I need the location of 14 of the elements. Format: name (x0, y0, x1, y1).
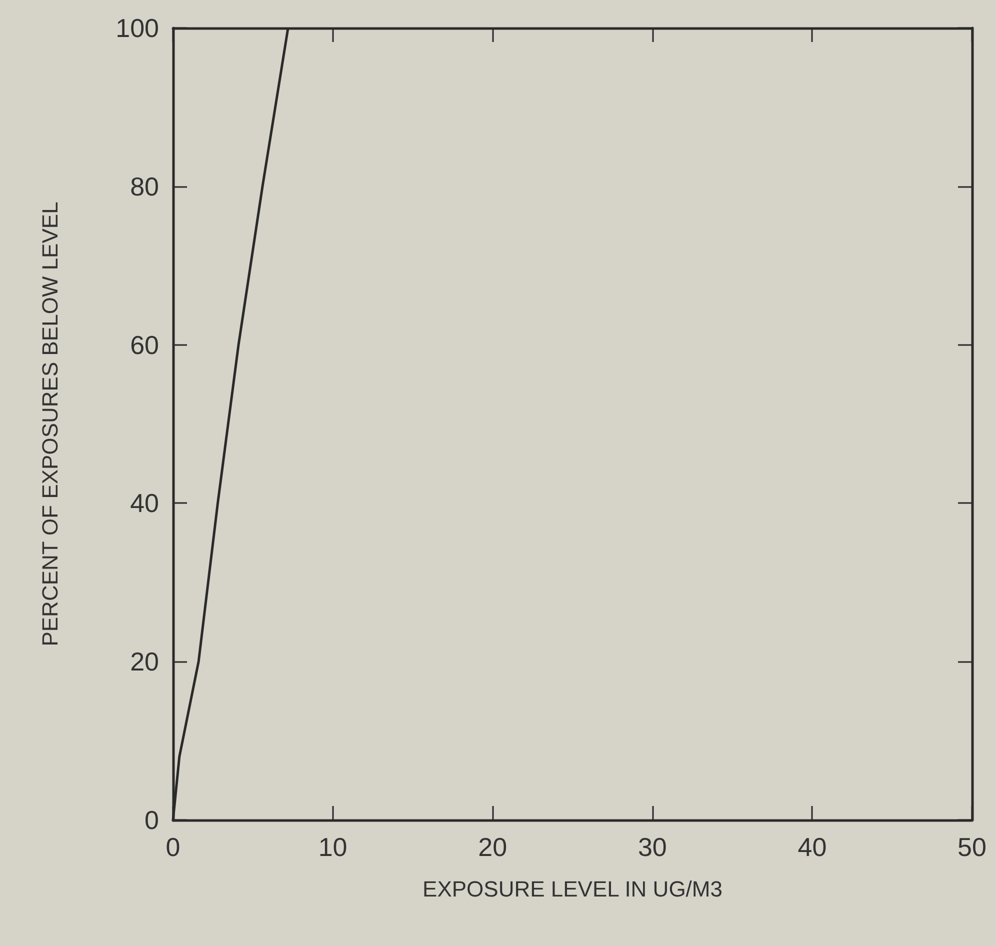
y-tick-label: 20 (130, 646, 159, 677)
y-tick-label: 0 (144, 805, 159, 835)
x-tick-label: 0 (166, 832, 180, 862)
y-tick-label: 40 (130, 488, 159, 518)
y-tick-label: 100 (116, 13, 159, 43)
x-tick-label: 10 (318, 832, 348, 862)
x-tick-label: 50 (958, 832, 986, 862)
x-tick-label: 20 (478, 832, 508, 862)
x-axis-title: EXPOSURE LEVEL IN UG/M3 (422, 876, 722, 902)
x-tick-label: 40 (798, 832, 827, 862)
y-tick-label: 60 (130, 330, 159, 360)
y-axis-title: PERCENT OF EXPOSURES BELOW LEVEL (38, 202, 62, 646)
x-tick-label: 30 (638, 832, 667, 862)
y-tick-label: 80 (130, 171, 159, 202)
